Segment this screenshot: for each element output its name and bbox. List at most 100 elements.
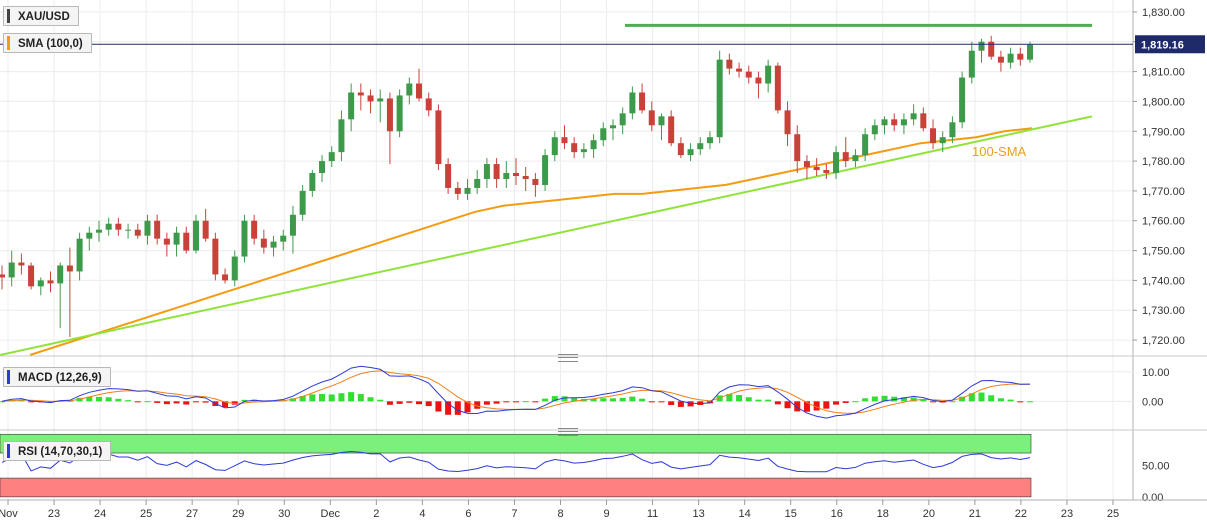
macd-histogram-bar — [134, 401, 141, 403]
x-tick-label: 4 — [419, 508, 425, 520]
rsi-resize-handle[interactable] — [558, 428, 578, 436]
x-tick-label: 23 — [1061, 508, 1073, 520]
macd-histogram-bar — [619, 397, 626, 402]
macd-histogram-bar — [997, 398, 1004, 402]
macd-histogram-bar — [425, 401, 432, 407]
candle-body — [115, 223, 122, 230]
x-tick-label: 20 — [923, 508, 935, 520]
candle-body — [910, 113, 917, 120]
macd-histogram-bar — [1026, 401, 1034, 403]
candle-body — [871, 125, 878, 135]
x-tick-label: Nov — [0, 508, 18, 520]
x-tick-label: 30 — [278, 508, 290, 520]
candle-body — [406, 83, 413, 96]
candle-body — [163, 238, 170, 245]
candle-body — [580, 149, 587, 153]
candle-body — [774, 65, 781, 111]
candle-body — [386, 98, 393, 132]
macd-histogram-bar — [18, 399, 25, 402]
candle-body — [658, 116, 665, 126]
macd-resize-handle[interactable] — [558, 354, 578, 362]
price-grid — [0, 0, 1133, 500]
x-tick-label: 18 — [877, 508, 889, 520]
candle-body — [697, 143, 704, 150]
x-tick-label: 9 — [603, 508, 609, 520]
last-price-label: 1,819.16 — [1141, 39, 1184, 51]
candle-body — [542, 155, 549, 185]
candle-body — [280, 235, 287, 242]
candle-body — [609, 125, 616, 129]
macd-histogram-bar — [794, 401, 801, 412]
candle-body — [503, 173, 510, 179]
candle-body — [309, 173, 316, 191]
rsi-badge[interactable]: RSI (14,70,30,1) — [3, 441, 112, 461]
macd-histogram-bar — [28, 401, 35, 403]
candle-body — [619, 113, 626, 126]
sma-color-bar — [7, 36, 10, 50]
candle-body — [629, 92, 636, 114]
macd-histogram-bar — [551, 396, 558, 402]
candle-body — [377, 98, 384, 102]
candle-body — [66, 265, 73, 272]
macd-histogram-bar — [512, 401, 520, 403]
price-tick-label: 1,720.00 — [1142, 335, 1185, 347]
macd-histogram-bar — [47, 401, 54, 403]
price-axis: 1,720.00 1,730.00 1,740.00 1,750.00 1,760.00… — [0, 0, 1205, 500]
macd-tick-label: 10.00 — [1142, 367, 1170, 379]
candle-body — [900, 119, 907, 126]
candle-body — [532, 178, 539, 185]
sma-badge[interactable]: SMA (100,0) — [3, 33, 92, 53]
macd-histogram-bar — [222, 401, 229, 408]
x-tick-label: 14 — [739, 508, 751, 520]
candle-body — [202, 220, 209, 239]
candle-body — [260, 238, 267, 248]
macd-histogram-bar — [493, 401, 500, 404]
macd-histogram-bar — [406, 401, 413, 403]
sma-annotation: 100-SMA — [972, 144, 1027, 159]
macd-histogram-bar — [949, 401, 956, 403]
candle-body — [454, 187, 461, 194]
price-tick-label: 1,760.00 — [1142, 216, 1185, 228]
candle-body — [648, 110, 655, 126]
x-tick-label: 6 — [465, 508, 471, 520]
candle-body — [1026, 44, 1034, 60]
macd-histogram-bar — [416, 401, 423, 405]
candle-body — [289, 214, 296, 236]
candle-body — [95, 229, 102, 233]
macd-histogram-bar — [532, 401, 539, 403]
macd-histogram-bar — [930, 401, 937, 403]
last-price-tag — [1135, 35, 1205, 54]
candle-body — [561, 137, 568, 144]
macd-histogram-bar — [765, 399, 772, 402]
macd-histogram-bar — [183, 401, 190, 405]
macd-histogram-bar — [231, 401, 238, 405]
macd-histogram-bar — [852, 401, 859, 403]
symbol-badge[interactable]: XAU/USD — [3, 6, 79, 26]
macd-histogram-bar — [988, 395, 995, 402]
macd-histogram-bar — [561, 396, 568, 402]
macd-histogram-bar — [978, 392, 985, 402]
candle-body — [231, 256, 238, 281]
macd-histogram-bar — [348, 392, 355, 402]
candle-body — [173, 232, 180, 245]
macd-histogram-bar — [338, 393, 345, 402]
macd-histogram-bar — [677, 401, 684, 407]
x-tick-label: 21 — [969, 508, 981, 520]
macd-histogram-bar — [910, 397, 917, 402]
candle-body — [512, 173, 520, 176]
candle-body — [348, 92, 355, 120]
candle-body — [600, 128, 607, 141]
price-tick-label: 1,790.00 — [1142, 126, 1185, 138]
price-tick-label: 1,770.00 — [1142, 186, 1185, 198]
macd-histogram-bar — [241, 399, 248, 402]
candle-body — [571, 143, 578, 153]
price-tick-label: 1,730.00 — [1142, 305, 1185, 317]
x-tick-label: 22 — [1015, 508, 1027, 520]
price-tick-label: 1,800.00 — [1142, 96, 1185, 108]
macd-histogram-bar — [542, 398, 549, 402]
macd-histogram-bar — [600, 398, 607, 402]
macd-histogram-bar — [522, 401, 529, 403]
macd-badge[interactable]: MACD (12,26,9) — [3, 367, 111, 387]
candle-body — [522, 176, 529, 179]
